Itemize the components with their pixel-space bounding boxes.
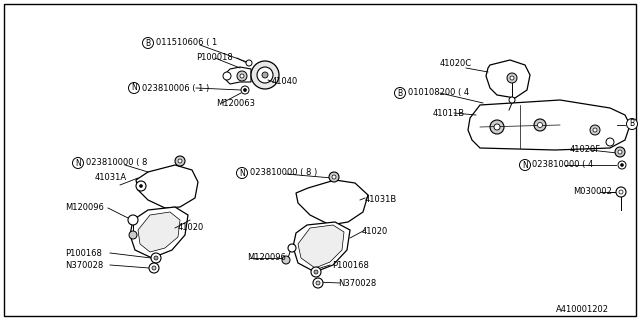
Circle shape [240,74,244,78]
Text: B: B [145,38,150,47]
Circle shape [178,159,182,163]
Text: N: N [522,161,528,170]
Circle shape [619,190,623,194]
Circle shape [313,278,323,288]
Circle shape [507,73,517,83]
Polygon shape [296,180,368,225]
Circle shape [282,256,290,264]
Polygon shape [293,222,350,272]
Text: M120096: M120096 [65,204,104,212]
Text: 023810006 ( 1 ): 023810006 ( 1 ) [141,84,209,92]
Text: P100018: P100018 [196,53,233,62]
Circle shape [136,181,146,191]
Circle shape [534,119,546,131]
Circle shape [175,156,185,166]
Circle shape [257,67,273,83]
Circle shape [627,118,637,130]
Text: N: N [131,84,137,92]
Circle shape [243,89,246,92]
Text: M120096: M120096 [247,253,286,262]
Circle shape [128,215,138,225]
Text: 41020F: 41020F [570,146,601,155]
Circle shape [251,61,279,89]
Circle shape [618,161,626,169]
Circle shape [590,125,600,135]
Polygon shape [130,207,188,258]
Circle shape [241,86,249,94]
Circle shape [332,175,336,179]
Text: 41020: 41020 [362,228,388,236]
Text: P100168: P100168 [65,249,102,258]
Circle shape [621,164,623,166]
Circle shape [152,266,156,270]
Circle shape [149,263,159,273]
Circle shape [316,281,320,285]
Text: 41011B: 41011B [433,108,465,117]
Circle shape [606,138,614,146]
Polygon shape [486,60,530,98]
Circle shape [520,159,531,171]
Polygon shape [138,212,180,252]
Circle shape [494,124,500,130]
Text: 41040: 41040 [272,77,298,86]
Circle shape [394,87,406,99]
Circle shape [140,185,143,188]
Text: N370028: N370028 [65,260,103,269]
Circle shape [129,231,137,239]
Circle shape [246,60,252,66]
Circle shape [510,76,514,80]
Circle shape [129,83,140,93]
Text: N: N [75,158,81,167]
Circle shape [151,253,161,263]
Text: N370028: N370028 [338,278,376,287]
Text: M120063: M120063 [216,99,255,108]
Text: P100168: P100168 [332,260,369,269]
Circle shape [72,157,83,169]
Circle shape [223,72,231,80]
Text: 41020: 41020 [178,223,204,233]
Text: N: N [239,169,245,178]
Polygon shape [298,225,344,268]
Text: M030002: M030002 [573,188,612,196]
Circle shape [143,37,154,49]
Text: 41031B: 41031B [365,196,397,204]
Circle shape [615,147,625,157]
Text: B: B [629,119,635,129]
Circle shape [154,256,158,260]
Circle shape [314,270,318,274]
Text: 41031A: 41031A [95,173,127,182]
Circle shape [329,172,339,182]
Text: 023810000 ( 8 ): 023810000 ( 8 ) [250,169,317,178]
Text: 023810000 ( 8: 023810000 ( 8 [86,158,147,167]
Polygon shape [226,67,251,84]
Text: A410001202: A410001202 [556,306,609,315]
Circle shape [237,71,247,81]
Polygon shape [468,100,630,150]
Text: 011510606 ( 1: 011510606 ( 1 [156,38,217,47]
Text: 41020C: 41020C [440,60,472,68]
Circle shape [538,123,543,127]
Text: 023810000 ( 4: 023810000 ( 4 [532,161,594,170]
Circle shape [490,120,504,134]
Circle shape [288,244,296,252]
Circle shape [618,150,622,154]
Text: 010108200 ( 4: 010108200 ( 4 [408,89,468,98]
Text: B: B [397,89,403,98]
Circle shape [311,267,321,277]
Circle shape [616,187,626,197]
Circle shape [262,72,268,78]
Circle shape [593,128,597,132]
Polygon shape [136,165,198,208]
Circle shape [237,167,248,179]
Circle shape [509,97,515,103]
